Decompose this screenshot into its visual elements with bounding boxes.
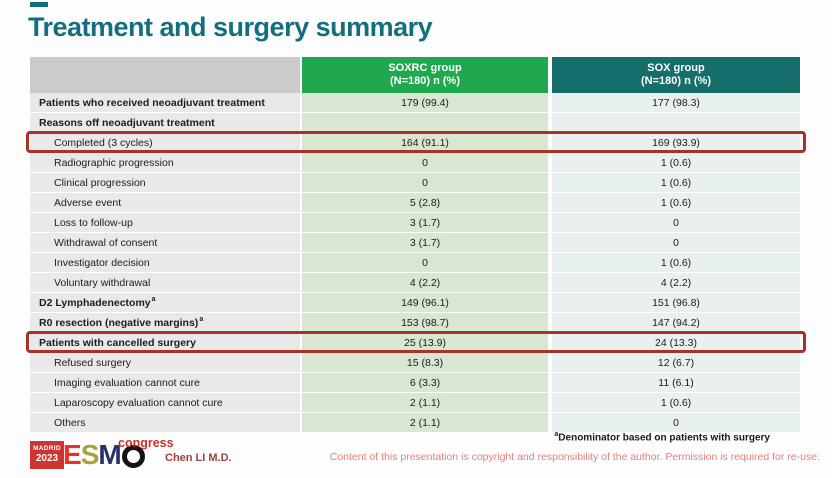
sox-value: 0: [548, 413, 800, 433]
copyright-notice: Content of this presentation is copyrigh…: [329, 451, 820, 463]
footnote-text: Denominator based on patients with surge…: [558, 432, 770, 444]
row-label: Radiographic progression: [30, 153, 300, 173]
row-label: Patients who received neoadjuvant treatm…: [30, 93, 300, 113]
table-row: Patients with cancelled surgery 25 (13.9)…: [26, 331, 806, 353]
row-label: Adverse event: [30, 193, 300, 213]
sox-value: 1 (0.6): [548, 173, 800, 193]
soxrc-value: 0: [300, 173, 548, 193]
sox-value: 177 (98.3): [548, 93, 800, 113]
sox-value: 12 (6.7): [548, 353, 800, 373]
header-sox-title: SOX group: [647, 62, 705, 74]
row-label: D2 Lymphadenectomy a: [30, 293, 300, 313]
table-row: Others 2 (1.1) 0: [30, 413, 800, 433]
row-label: Reasons off neoadjuvant treatment: [30, 113, 300, 133]
row-label: Voluntary withdrawal: [30, 273, 300, 293]
soxrc-value: 5 (2.8): [300, 193, 548, 213]
esmo-letter: S: [80, 439, 100, 470]
table-footnote: aDenominator based on patients with surg…: [554, 431, 770, 443]
row-label: R0 resection (negative margins) a: [30, 313, 300, 333]
soxrc-value: 4 (2.2): [300, 273, 548, 293]
soxrc-value: 0: [300, 253, 548, 273]
row-label: Withdrawal of consent: [30, 233, 300, 253]
table-row: Adverse event 5 (2.8) 1 (0.6): [30, 193, 800, 213]
table-header-row: SOXRC group (N=180) n (%) SOX group (N=1…: [30, 57, 800, 93]
soxrc-value: 179 (99.4): [300, 93, 548, 113]
sox-value: 0: [548, 213, 800, 233]
table-row: Voluntary withdrawal 4 (2.2) 4 (2.2): [30, 273, 800, 293]
row-label: Completed (3 cycles): [30, 133, 300, 153]
congress-label: congress: [118, 436, 174, 450]
row-label: Clinical progression: [30, 173, 300, 193]
sox-value: 1 (0.6): [548, 393, 800, 413]
sox-value: 1 (0.6): [548, 153, 800, 173]
soxrc-value: [300, 113, 548, 133]
soxrc-value: 2 (1.1): [300, 393, 548, 413]
table-row: Reasons off neoadjuvant treatment: [30, 113, 800, 133]
footnote-superscript: a: [554, 431, 559, 438]
header-cell-empty: [30, 57, 300, 93]
table-row: Imaging evaluation cannot cure 6 (3.3) 11 …: [30, 373, 800, 393]
row-label: Investigator decision: [30, 253, 300, 273]
table-row: Radiographic progression 0 1 (0.6): [30, 153, 800, 173]
esmo-letter: M: [98, 439, 121, 470]
badge-year: 2023: [35, 453, 59, 464]
row-label: Laparoscopy evaluation cannot cure: [30, 393, 300, 413]
row-label: Refused surgery: [30, 353, 300, 373]
esmo-letter: E: [63, 439, 82, 470]
soxrc-value: 149 (96.1): [300, 293, 548, 313]
table-row: Clinical progression 0 1 (0.6): [30, 173, 800, 193]
title-accent-dash: [30, 2, 48, 7]
table-row: Completed (3 cycles) 164 (91.1) 169 (93.9): [26, 131, 806, 153]
soxrc-value: 164 (91.1): [300, 133, 548, 153]
table-row: Loss to follow-up 3 (1.7) 0: [30, 213, 800, 233]
row-label: Others: [30, 413, 300, 433]
sox-value: 147 (94.2): [548, 313, 800, 333]
sox-value: 1 (0.6): [548, 193, 800, 213]
header-sox-subtitle: (N=180) n (%): [641, 75, 711, 87]
summary-table: SOXRC group (N=180) n (%) SOX group (N=1…: [26, 57, 806, 433]
sox-value: 24 (13.3): [548, 333, 800, 353]
header-soxrc-title: SOXRC group: [388, 62, 462, 74]
soxrc-value: 6 (3.3): [300, 373, 548, 393]
soxrc-value: 25 (13.9): [300, 333, 548, 353]
row-label: Patients with cancelled surgery: [30, 333, 300, 353]
sox-value: 4 (2.2): [548, 273, 800, 293]
header-cell-soxrc-group: SOXRC group (N=180) n (%): [300, 57, 548, 93]
header-soxrc-subtitle: (N=180) n (%): [390, 75, 460, 87]
esmo-letter-o-icon: [121, 445, 145, 468]
soxrc-value: 3 (1.7): [300, 213, 548, 233]
table-row: Refused surgery 15 (8.3) 12 (6.7): [30, 353, 800, 373]
sox-value: 1 (0.6): [548, 253, 800, 273]
table-row: Withdrawal of consent 3 (1.7) 0: [30, 233, 800, 253]
table-row: D2 Lymphadenectomy a 149 (96.1) 151 (96.8): [30, 293, 800, 313]
table-row: R0 resection (negative margins) a 153 (98.…: [30, 313, 800, 333]
table-row: Investigator decision 0 1 (0.6): [30, 253, 800, 273]
sox-value: 11 (6.1): [548, 373, 800, 393]
page-title: Treatment and surgery summary: [28, 12, 433, 42]
soxrc-value: 153 (98.7): [300, 313, 548, 333]
madrid-2023-badge: MADRID 2023: [30, 441, 64, 469]
badge-city: MADRID: [33, 445, 61, 452]
sox-value: 169 (93.9): [548, 133, 800, 153]
header-cell-sox-group: SOX group (N=180) n (%): [548, 57, 800, 93]
soxrc-value: 3 (1.7): [300, 233, 548, 253]
table-row: Laparoscopy evaluation cannot cure 2 (1.1…: [30, 393, 800, 413]
table-row: Patients who received neoadjuvant treatm…: [30, 93, 800, 113]
sox-value: [548, 113, 800, 133]
soxrc-value: 0: [300, 153, 548, 173]
sox-value: 0: [548, 233, 800, 253]
soxrc-value: 15 (8.3): [300, 353, 548, 373]
table-body: Patients who received neoadjuvant treatm…: [26, 93, 806, 433]
row-label: Imaging evaluation cannot cure: [30, 373, 300, 393]
author-name: Chen LI M.D.: [165, 452, 232, 464]
row-label: Loss to follow-up: [30, 213, 300, 233]
soxrc-value: 2 (1.1): [300, 413, 548, 433]
sox-value: 151 (96.8): [548, 293, 800, 313]
